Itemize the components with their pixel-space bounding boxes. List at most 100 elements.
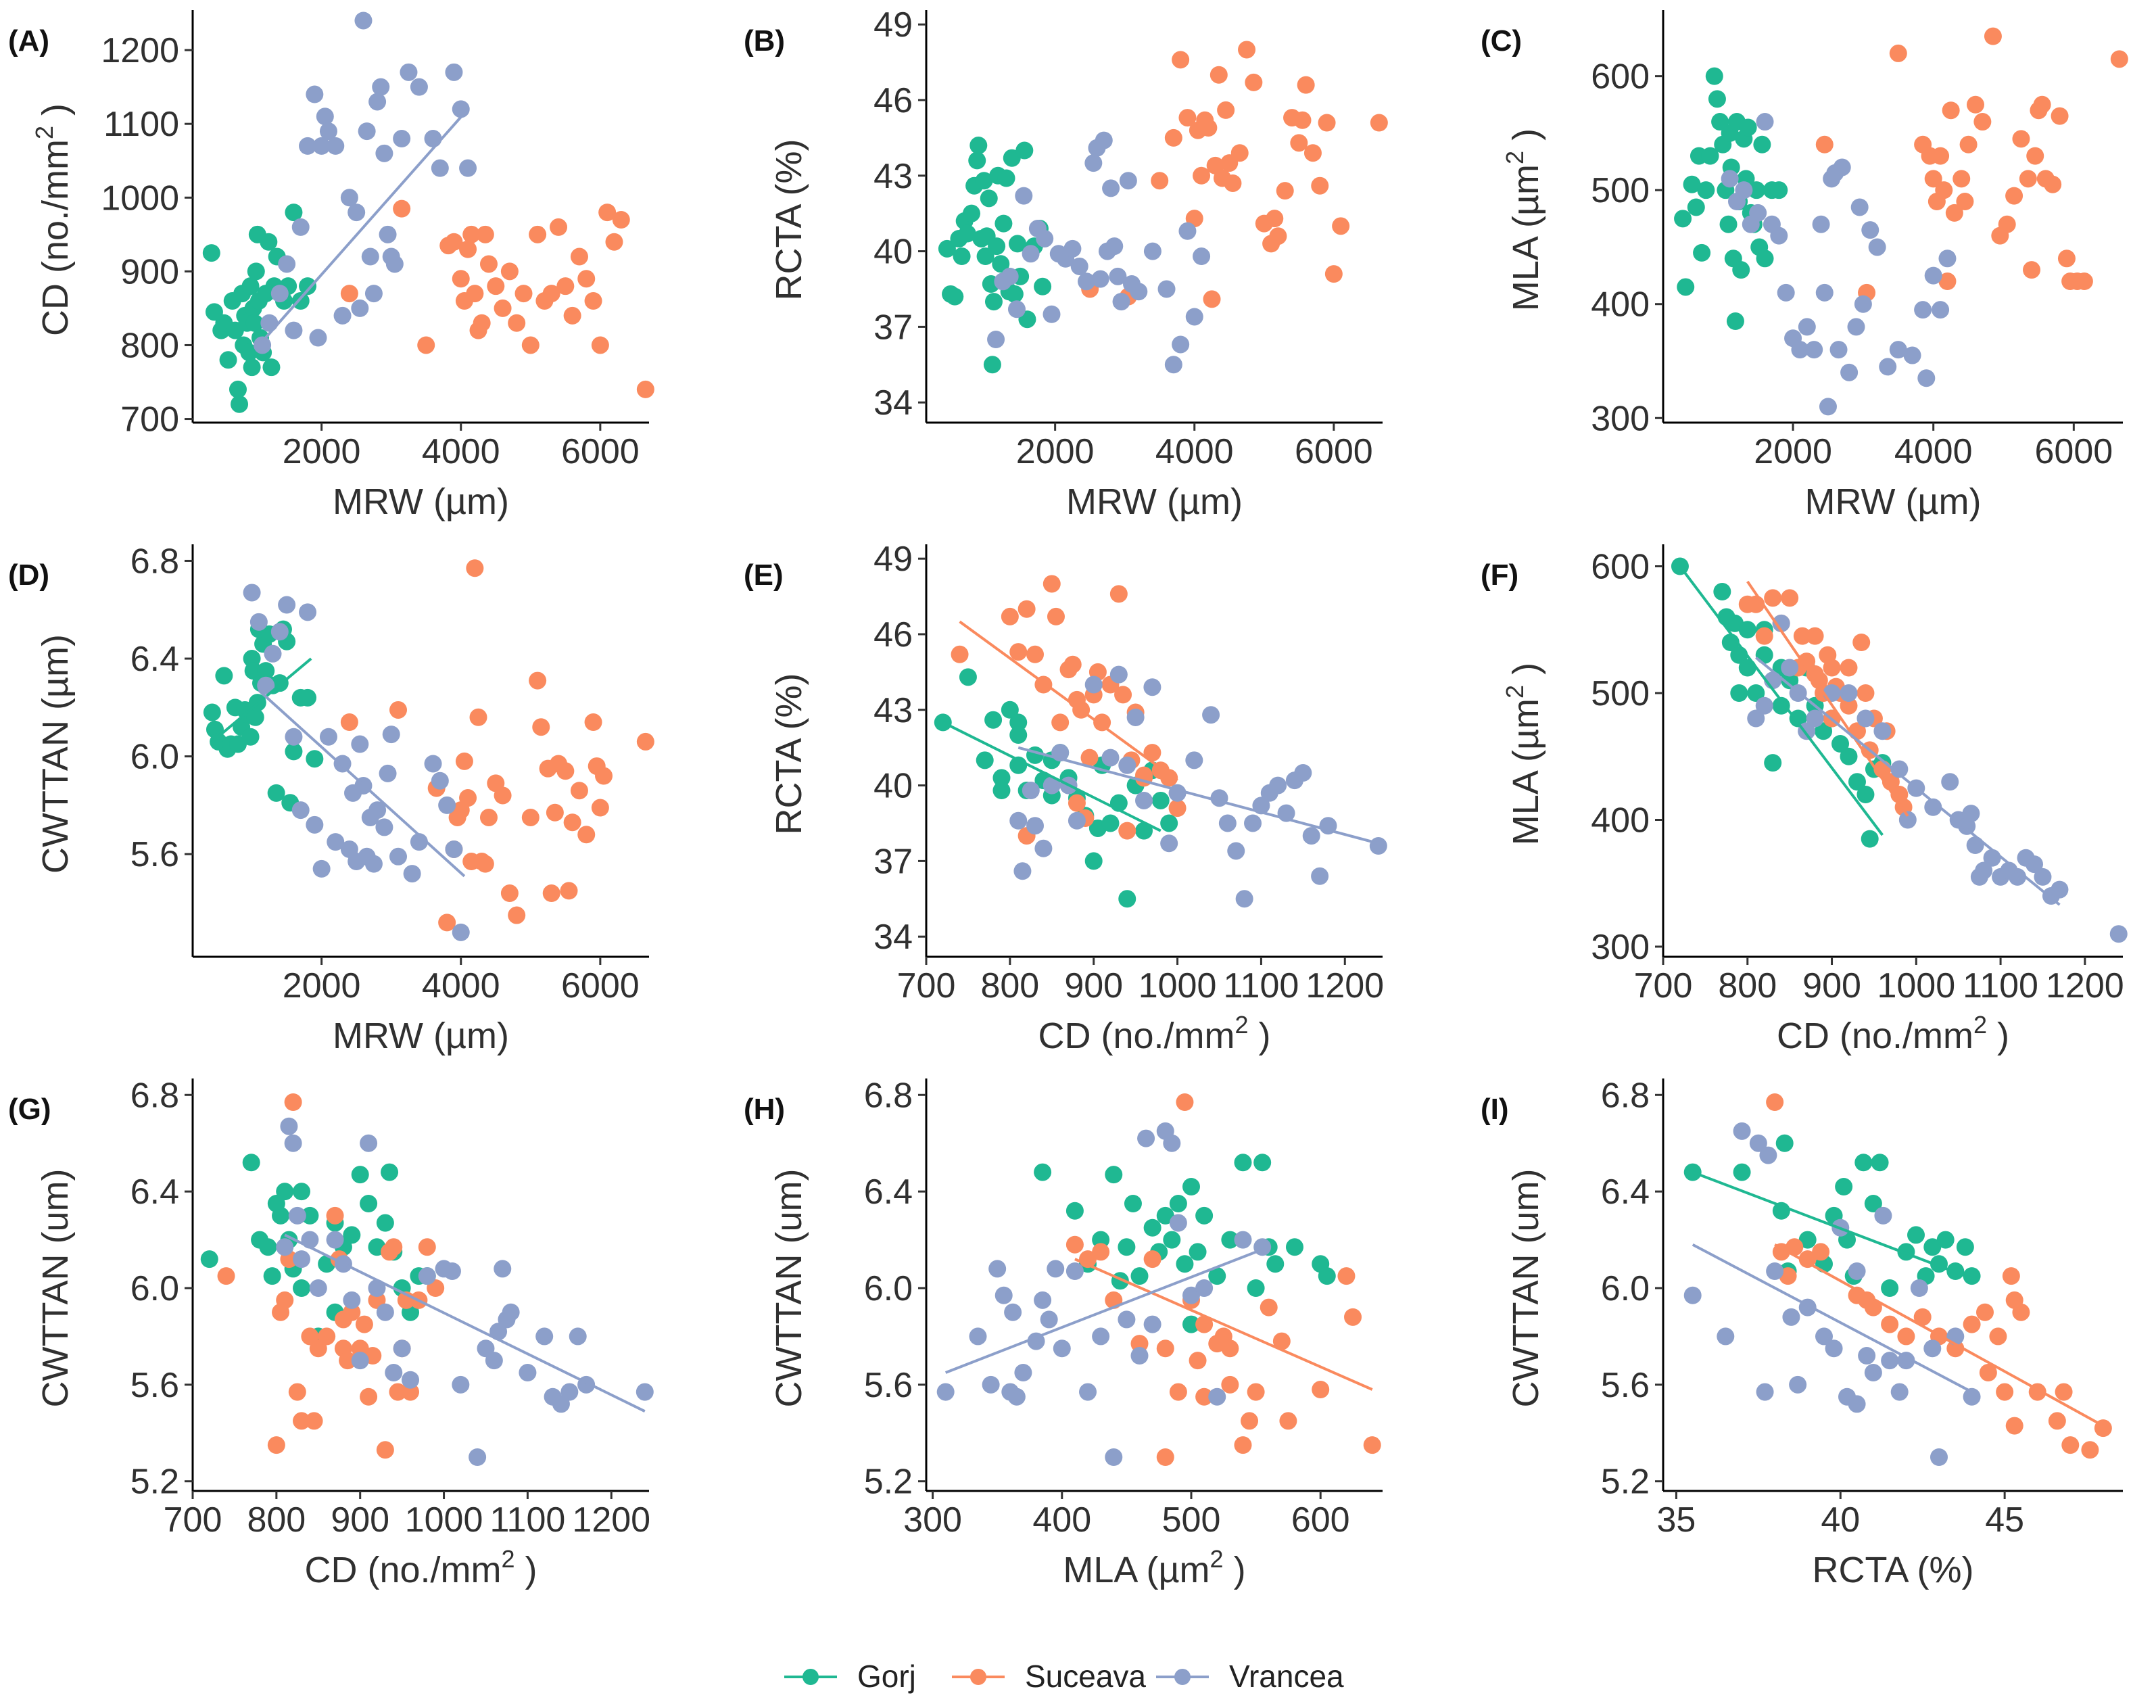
panel-i-suceava-fit-line [1774, 1243, 2104, 1427]
panel-e-suceava-point-3 [1017, 600, 1036, 618]
panel-b-vrancea-point-16 [1091, 270, 1109, 288]
panel-i-vrancea-point-8 [1789, 1375, 1807, 1394]
panel-c-gorj-point-2 [1683, 175, 1701, 193]
panel-g-x-tick-label-1200: 1200 [572, 1500, 650, 1540]
panel-c-gorj-point-28 [1753, 135, 1771, 153]
panel-h-vrancea-point-6 [1004, 1303, 1022, 1321]
panel-h-vrancea-point-27 [1208, 1387, 1226, 1406]
panel-i-vrancea-point-16 [1864, 1364, 1882, 1381]
panel-e-y-tick-label-43: 43 [873, 691, 913, 730]
panel-h-x-tick-label-600: 600 [1291, 1500, 1350, 1540]
panel-b-vrancea-point-8 [1043, 305, 1061, 323]
panel-d-suceava-point-27 [560, 882, 578, 900]
panel-b-vrancea-point-21 [1109, 267, 1127, 285]
panel-d-vrancea-point-32 [445, 840, 463, 858]
panel-f-y-tick-label-500: 500 [1591, 674, 1650, 713]
panel-c-suceava-point-33 [2075, 272, 2093, 291]
panel-i-x-tick-label-35: 35 [1657, 1500, 1696, 1540]
panel-c-vrancea-point-10 [1791, 341, 1809, 359]
panel-d-suceava-point-34 [595, 767, 613, 785]
panel-d-vrancea-point-10 [312, 859, 331, 878]
panel-f-gorj-point-21 [1861, 830, 1879, 848]
panel-g-vrancea-point-20 [452, 1375, 470, 1394]
panel-e-gorj-point-25 [1151, 791, 1170, 809]
panel-c-suceava-point-29 [2051, 107, 2069, 125]
panel-g-suceava-point-0 [217, 1267, 235, 1285]
panel-a-vrancea-point-27 [393, 130, 411, 147]
legend-vrancea-label: Vrancea [1229, 1659, 1344, 1694]
panel-e-suceava-fit-line [959, 620, 1178, 782]
panel-g-suceava-point-6 [288, 1383, 306, 1401]
panel-i-vrancea-point-5 [1759, 1146, 1777, 1164]
panel-c-gorj-point-7 [1701, 147, 1719, 165]
panel-f-y-tick-label-400: 400 [1591, 801, 1650, 840]
panel-c-gorj-point-31 [1770, 181, 1788, 199]
panel-a-vrancea-point-18 [358, 122, 376, 141]
panel-e-y-tick-label-37: 37 [873, 842, 913, 881]
panel-d-suceava-point-28 [563, 813, 581, 832]
panel-c-suceava-point-0 [1815, 135, 1834, 153]
panel-i-vrancea-point-20 [1910, 1279, 1928, 1297]
panel-i-vrancea-fit-line [1692, 1243, 1973, 1394]
panel-a-y-tick-label-1100: 1100 [103, 105, 179, 144]
panel-a-gorj-point-25 [262, 358, 281, 377]
panel-a-gorj-point-4 [219, 351, 237, 369]
panel-g-gorj-point-21 [381, 1163, 399, 1181]
panel-b-gorj-point-21 [992, 255, 1010, 273]
panel-e-vrancea-point-13 [1126, 708, 1145, 726]
panel-e-suceava-point-2 [1009, 643, 1028, 661]
panel-g-y-tick-label-5-6: 5.6 [130, 1366, 179, 1405]
panel-b-suceava-point-35 [1370, 114, 1388, 132]
panel-f-vrancea-point-9 [1840, 684, 1858, 702]
panel-e: (E) 700 800 900 1000 1100 1200 34 37 40 43 46 49 CD (… [744, 540, 1387, 1056]
panel-e-suceava-point-25 [1143, 744, 1161, 762]
panel-e-vrancea-point-0 [1009, 811, 1028, 830]
panel-e-vrancea-point-20 [1210, 789, 1228, 807]
panel-a-suceava-point-32 [612, 211, 630, 229]
panel-e-suceava-point-1 [1001, 607, 1019, 625]
panel-c-vrancea-point-15 [1819, 398, 1837, 416]
panel-h-gorj-point-7 [1130, 1267, 1149, 1285]
panel-g-vrancea-point-32 [569, 1327, 587, 1346]
panel-h-gorj-point-21 [1253, 1154, 1272, 1172]
panel-d-suceava-point-33 [591, 799, 609, 817]
panel-g-x-tick-label-1100: 1100 [489, 1500, 565, 1540]
panel-c-gorj-point-6 [1697, 181, 1715, 199]
panel-h-suceava-point-20 [1279, 1412, 1297, 1430]
panel-d-suceava-point-21 [532, 718, 550, 736]
panel-h-suceava-point-19 [1272, 1332, 1291, 1350]
panel-b-gorj-point-2 [946, 287, 964, 306]
panel-h-vrancea-point-11 [1040, 1310, 1058, 1329]
panel-a: (A) 2000 4000 6000 700 800 900 1000 1100 1200 MRW … [8, 10, 654, 522]
panel-a-vrancea-point-9 [312, 137, 331, 155]
panel-e-vrancea-point-16 [1160, 834, 1178, 853]
panel-c-gorj-point-3 [1687, 198, 1705, 216]
panel-h-gorj-point-23 [1266, 1255, 1285, 1273]
panel-h-suceava-point-10 [1189, 1352, 1207, 1370]
panel-b-suceava-point-20 [1245, 73, 1263, 91]
panel-g-gorj-point-27 [293, 1183, 311, 1201]
panel-a-vrancea-point-19 [361, 247, 379, 266]
panel-f-gorj-point-1 [1713, 583, 1731, 600]
panel-i-gorj-point-22 [1956, 1238, 1974, 1256]
panel-b-suceava-point-13 [1209, 66, 1228, 84]
panel-c-suceava-point-7 [1932, 147, 1950, 165]
panel-h-gorj-point-26 [1318, 1267, 1336, 1285]
panel-g-y-tick-label-6: 6.0 [130, 1269, 179, 1308]
panel-b-gorj-point-27 [1009, 235, 1026, 253]
panel-i-vrancea-point-10 [1815, 1327, 1833, 1346]
panel-i-suceava-point-23 [2061, 1436, 2080, 1454]
panel-b-vrancea-point-2 [1001, 267, 1019, 285]
panel-h-gorj-point-1 [1065, 1202, 1084, 1220]
panel-i-y-tick-label-5-6: 5.6 [1601, 1366, 1650, 1405]
panel-g-vrancea-point-9 [343, 1291, 361, 1309]
panel-g-vrancea-point-0 [276, 1238, 294, 1256]
panel-g-vrancea-point-26 [502, 1303, 520, 1321]
panel-d-letter: (D) [8, 559, 49, 592]
panel-h-suceava-point-16 [1241, 1412, 1259, 1430]
panel-i-gorj-point-5 [1798, 1231, 1817, 1249]
panel-b-suceava-point-3 [1164, 128, 1182, 147]
panel-h-vrancea-point-10 [1034, 1291, 1052, 1309]
panel-i-vrancea-point-4 [1756, 1383, 1774, 1401]
panel-c-suceava-point-21 [2012, 130, 2030, 148]
